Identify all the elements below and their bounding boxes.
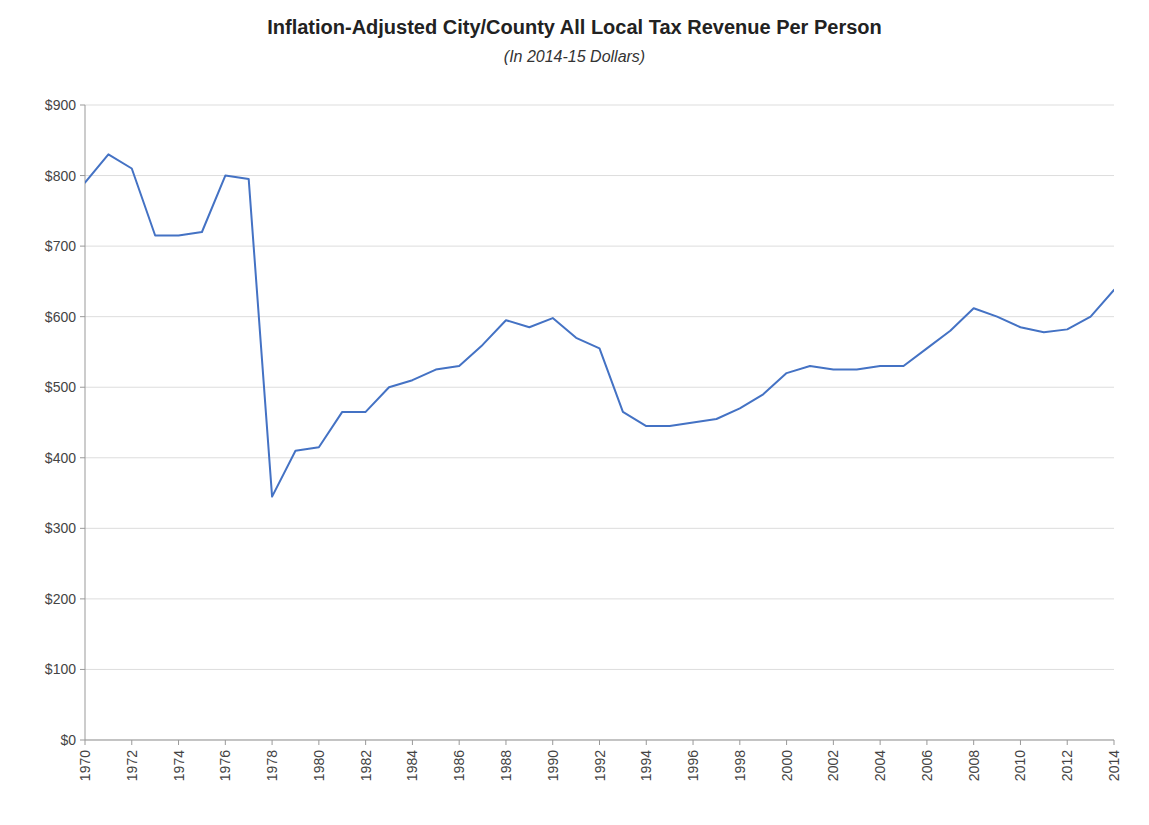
x-tick-label: 2006 — [919, 750, 935, 781]
background — [0, 0, 1149, 825]
y-tick — [80, 669, 85, 670]
x-tick-label: 1988 — [498, 750, 514, 781]
plot-area — [85, 154, 1114, 496]
grid-line — [85, 246, 1114, 247]
y-tick-label: $900 — [45, 97, 76, 113]
grid-line — [85, 457, 1114, 458]
x-tick — [1020, 740, 1021, 745]
y-tick-label: $300 — [45, 520, 76, 536]
x-tick — [599, 740, 600, 745]
x-tick-label: 1978 — [264, 750, 280, 781]
x-tick — [926, 740, 927, 745]
grid-line — [85, 175, 1114, 176]
y-axis: $0 $100 $200 $300 $400 $500 $600 $700 $800 $900 — [45, 97, 85, 748]
y-tick-label: $0 — [60, 732, 76, 748]
y-tick — [80, 316, 85, 317]
x-tick — [412, 740, 413, 745]
x-tick-label: 1972 — [124, 750, 140, 781]
y-tick-label: $100 — [45, 661, 76, 677]
x-tick-label: 1980 — [311, 750, 327, 781]
line — [85, 154, 1114, 496]
x-tick — [459, 740, 460, 745]
grid-line — [85, 669, 1114, 670]
chart: Inflation-Adjusted City/County All Local… — [0, 0, 1149, 825]
grid — [85, 105, 1114, 740]
y-tick — [80, 387, 85, 388]
x-tick — [1114, 740, 1115, 745]
x-tick — [1067, 740, 1068, 745]
x-tick — [833, 740, 834, 745]
x-tick — [739, 740, 740, 745]
x-tick-label: 2010 — [1012, 750, 1028, 781]
x-tick-label: 2012 — [1059, 750, 1075, 781]
x-tick-label: 1996 — [685, 750, 701, 781]
subtitle: (In 2014-15 Dollars) — [504, 48, 645, 65]
x-tick-label: 1990 — [545, 750, 561, 781]
x-tick-label: 2000 — [779, 750, 795, 781]
x-tick — [786, 740, 787, 745]
grid-line — [85, 598, 1114, 599]
x-tick — [646, 740, 647, 745]
x-tick — [318, 740, 319, 745]
x-tick-label: 1982 — [358, 750, 374, 781]
y-tick — [80, 598, 85, 599]
grid-line — [85, 387, 1114, 388]
x-tick — [131, 740, 132, 745]
x-tick-label: 2004 — [872, 750, 888, 781]
x-axis: 1970 1972 1974 1976 1978 1980 1982 1984 1986 1988… — [77, 740, 1122, 781]
x-tick — [272, 740, 273, 745]
x-tick — [225, 740, 226, 745]
x-tick-label: 1984 — [404, 750, 420, 781]
y-tick-label: $800 — [45, 168, 76, 184]
x-tick — [880, 740, 881, 745]
x-tick-label: 2002 — [825, 750, 841, 781]
y-tick — [80, 457, 85, 458]
y-tick — [80, 740, 85, 741]
x-tick — [85, 740, 86, 745]
y-tick-label: $200 — [45, 591, 76, 607]
x-tick — [552, 740, 553, 745]
grid-line — [85, 740, 1114, 741]
title: Inflation-Adjusted City/County All Local… — [267, 16, 882, 38]
grid-line — [85, 528, 1114, 529]
x-tick — [505, 740, 506, 745]
y-tick-label: $700 — [45, 238, 76, 254]
x-tick — [973, 740, 974, 745]
y-tick-label: $600 — [45, 309, 76, 325]
y-tick — [80, 528, 85, 529]
x-tick-label: 1974 — [171, 750, 187, 781]
y-tick — [80, 105, 85, 106]
x-tick-label: 2014 — [1106, 750, 1122, 781]
x-tick-label: 2008 — [966, 750, 982, 781]
y-tick-label: $400 — [45, 450, 76, 466]
grid-line — [85, 316, 1114, 317]
x-tick-label: 1970 — [77, 750, 93, 781]
x-tick — [693, 740, 694, 745]
x-tick-label: 1976 — [217, 750, 233, 781]
x-tick-label: 1994 — [638, 750, 654, 781]
y-axis-line — [85, 105, 86, 740]
y-tick-label: $500 — [45, 379, 76, 395]
x-axis-line — [85, 740, 1114, 741]
x-tick-label: 1986 — [451, 750, 467, 781]
x-tick-label: 1998 — [732, 750, 748, 781]
x-tick — [365, 740, 366, 745]
y-tick — [80, 246, 85, 247]
y-tick — [80, 175, 85, 176]
x-tick — [178, 740, 179, 745]
x-tick-label: 1992 — [592, 750, 608, 781]
grid-line — [85, 105, 1114, 106]
